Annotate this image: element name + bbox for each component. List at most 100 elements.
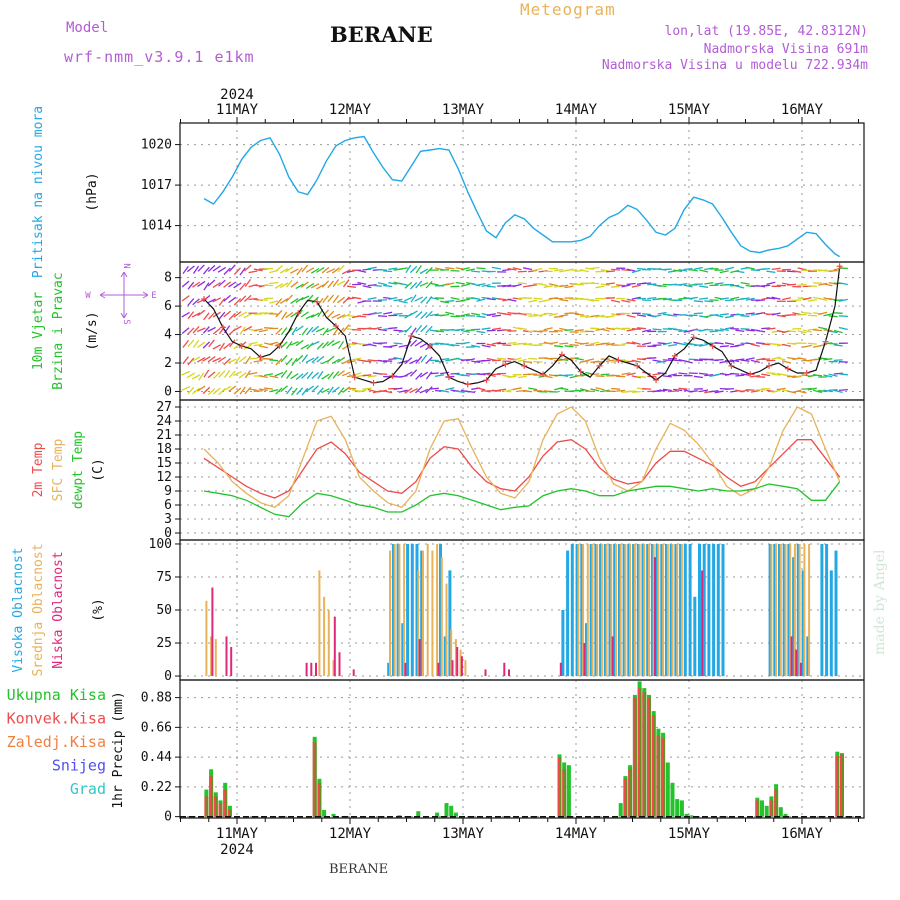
precip-convective-bar — [204, 796, 207, 817]
cloud-bar — [660, 544, 664, 677]
cloud-bar — [669, 544, 673, 677]
wind-arrow — [631, 328, 641, 331]
wind-arrow — [559, 314, 569, 317]
wind-arrow — [828, 389, 838, 391]
wind-arrow — [404, 325, 412, 333]
bottom-day-label: 14MAY — [555, 826, 598, 842]
wind-arrow — [300, 295, 310, 301]
cloud-bar — [406, 544, 410, 677]
wind-gust-marker — [634, 362, 641, 369]
wind-arrow — [471, 312, 481, 316]
precip-convective-bar — [223, 789, 226, 817]
wind-arrow — [300, 281, 309, 288]
wind-arrow — [217, 266, 227, 273]
cloud-bar — [577, 544, 580, 677]
wind-arrow — [440, 389, 450, 393]
wind-arrow — [657, 311, 667, 315]
wind-arrow — [486, 373, 496, 378]
wind-arrow — [745, 357, 755, 361]
wind-arrow — [699, 269, 709, 273]
wind-arrow — [647, 357, 657, 359]
cloud-bar — [415, 544, 419, 677]
wind-arrow — [522, 267, 533, 271]
precip-total-bar — [679, 800, 684, 817]
wind-arrow — [756, 284, 766, 288]
wind-arrow — [326, 339, 335, 347]
cloud-bar — [418, 639, 421, 677]
wind-arrow — [600, 342, 610, 345]
y-tick-label: 25 — [156, 636, 172, 651]
cloud-bar — [619, 544, 622, 677]
cloud-bar — [825, 544, 829, 677]
precip-total-bar — [618, 803, 623, 817]
wind-arrow — [636, 327, 646, 330]
wind-arrow — [750, 374, 760, 378]
wind-arrow — [223, 267, 231, 275]
wind-arrow — [295, 296, 304, 303]
wind-arrow — [191, 356, 201, 362]
wind-arrow — [476, 298, 486, 302]
wind-arrow — [642, 329, 652, 333]
wind-arrow — [181, 370, 191, 376]
cloud-bar — [676, 544, 679, 677]
wind-arrow — [244, 370, 251, 379]
wind-gust-marker — [558, 351, 565, 358]
wind-arrow — [197, 309, 206, 317]
wind-arrow — [522, 297, 533, 299]
model-label: Model — [66, 20, 109, 36]
wind-arrow — [362, 374, 372, 377]
wind-arrow — [579, 268, 589, 273]
cloud-bar — [603, 544, 607, 677]
wind-arrow — [187, 298, 195, 306]
wind-arrow — [331, 386, 340, 393]
wind-arrow — [203, 282, 210, 291]
cloud-bar — [808, 544, 811, 677]
cloud-bar — [417, 570, 420, 677]
wind-arrow — [218, 342, 225, 351]
wind-arrow — [678, 297, 688, 300]
wind-arrow — [476, 315, 486, 318]
wind-arrow — [192, 281, 201, 288]
wind-arrow — [429, 372, 439, 375]
wind-arrow — [486, 313, 496, 316]
cloud-bar — [456, 647, 459, 677]
wind-arrow — [316, 387, 324, 395]
cloud-bar — [671, 544, 674, 677]
wind-arrow — [187, 281, 195, 290]
wind-arrow — [761, 373, 771, 377]
wind-arrow — [429, 296, 439, 301]
wind-arrow — [502, 312, 512, 316]
wind-arrow — [409, 388, 418, 394]
wind-arrow — [657, 360, 667, 363]
wind-arrow — [207, 371, 216, 379]
wind-arrow — [450, 296, 460, 301]
wind-arrow — [197, 264, 205, 272]
wind-arrow — [683, 313, 693, 318]
wind-arrow — [425, 356, 433, 365]
wind-arrow — [181, 295, 190, 302]
wind-arrow — [543, 375, 553, 379]
cloud-bar — [617, 544, 621, 677]
wind-arrow — [212, 327, 221, 335]
cloud-bar — [508, 669, 510, 676]
cloud-label-low: Niska Oblacnost — [51, 551, 66, 668]
wind-arrow — [197, 341, 206, 349]
wind-arrow — [699, 343, 709, 347]
wind-arrow — [258, 375, 268, 379]
panel-frame — [179, 679, 865, 819]
wind-arrow — [300, 344, 310, 350]
wind-arrow — [569, 357, 579, 360]
wind-arrow — [626, 268, 636, 272]
cloud-bar — [834, 550, 838, 677]
wind-arrow — [182, 266, 189, 274]
wind-arrow — [631, 359, 641, 363]
precip-total-bar — [665, 762, 670, 817]
wind-arrow — [517, 270, 527, 273]
wind-arrow — [600, 328, 610, 332]
wind-gust-marker — [766, 362, 773, 369]
wind-arrow — [517, 282, 527, 285]
cloud-bar — [801, 570, 805, 677]
wind-arrow — [626, 372, 636, 376]
precip-convective-bar — [840, 754, 842, 817]
precip-mixed-bar — [225, 789, 228, 817]
